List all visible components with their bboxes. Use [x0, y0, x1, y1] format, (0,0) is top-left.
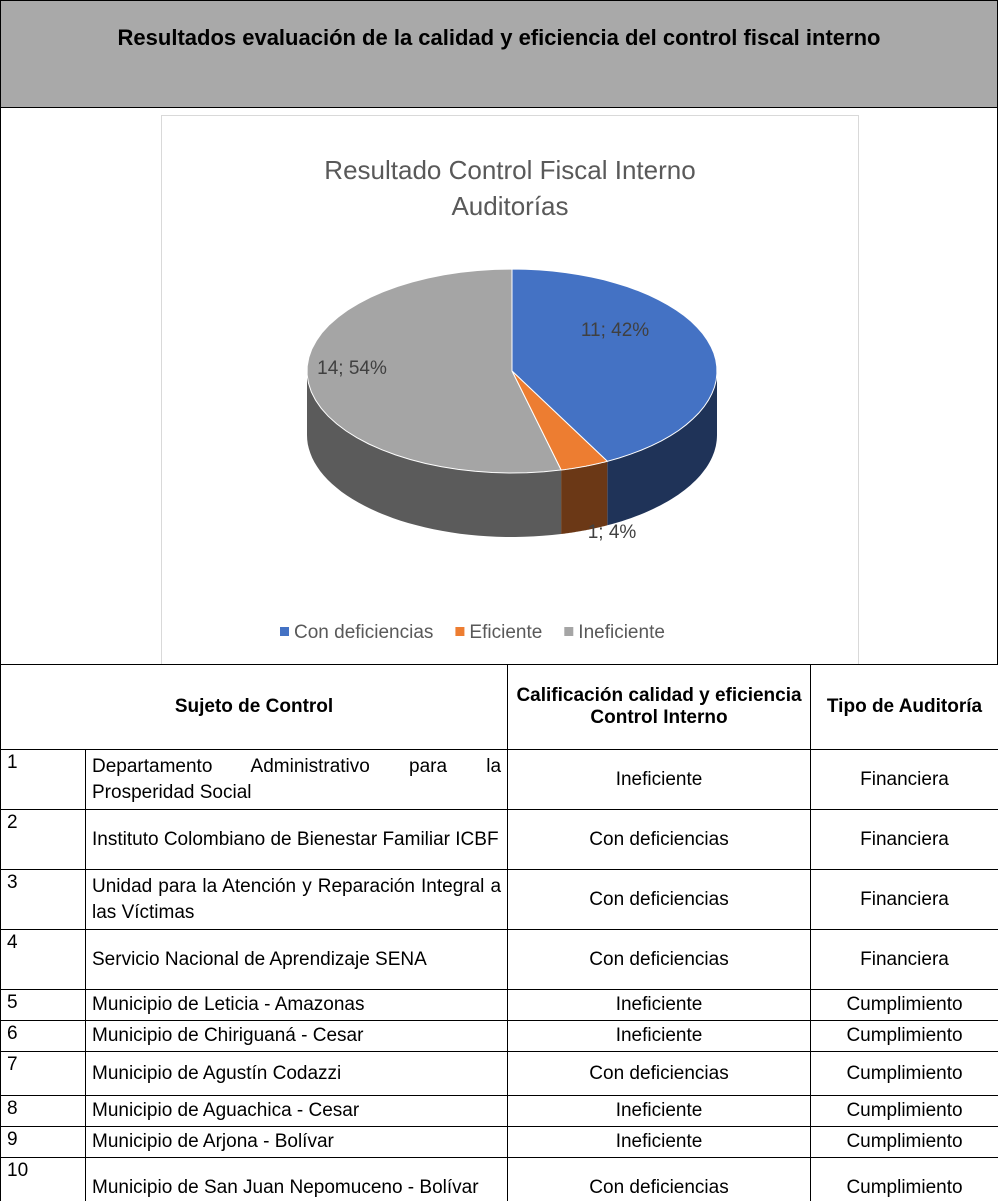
- header: Resultados evaluación de la calidad y ef…: [0, 0, 998, 108]
- chart-title: Resultado Control Fiscal Interno Auditor…: [324, 155, 696, 221]
- table-cell: Departamento Administrativo para la Pros…: [84, 749, 509, 810]
- table-cell: 2: [0, 809, 86, 870]
- pie-side: [307, 371, 562, 537]
- table-cell: Municipio de Chiriguaná - Cesar: [84, 1020, 509, 1052]
- table-cell: Municipio de Agustín Codazzi: [84, 1051, 509, 1096]
- table-cell: Ineficiente: [507, 749, 812, 810]
- table-cell: Con deficiencias: [507, 869, 812, 930]
- pie-side: [607, 371, 717, 526]
- legend-label: Eficiente: [469, 622, 542, 643]
- table-cell: Con deficiencias: [507, 929, 812, 990]
- legend-label: Con deficiencias: [294, 622, 433, 643]
- table-row: 2 Instituto Colombiano de Bienestar Famil…: [0, 809, 998, 870]
- table-cell: Cumplimiento: [810, 1126, 998, 1158]
- table-cell: 8: [0, 1095, 86, 1127]
- column-header: Calificación calidad y eficiencia Contro…: [507, 664, 812, 750]
- legend-swatch: [280, 627, 289, 636]
- data-label: 11; 42%: [581, 320, 649, 341]
- legend-swatch: [564, 627, 574, 636]
- table-cell: 7: [0, 1051, 86, 1096]
- table-cell: 4: [0, 929, 86, 990]
- table-cell: 6: [0, 1020, 86, 1052]
- table-cell: Financiera: [810, 929, 998, 990]
- chart: 11; 42% 1; 4% 14; 54% Con deficiencias Efici…: [161, 115, 859, 665]
- table-cell: Cumplimiento: [810, 1095, 998, 1127]
- table-row: 6 Municipio de Chiriguaná - Cesar Ineficie…: [0, 1020, 998, 1052]
- table-cell: Municipio de San Juan Nepomuceno - Bolív…: [84, 1157, 509, 1201]
- table-cell: Financiera: [810, 869, 998, 930]
- table-row: 5 Municipio de Leticia - Amazonas Ineficie…: [0, 989, 998, 1021]
- data-label: 1; 4%: [588, 522, 637, 543]
- table-cell: 1: [0, 749, 86, 810]
- table-row: 8 Municipio de Aguachica - Cesar Ineficien…: [0, 1095, 998, 1127]
- table-row: 7 Municipio de Agustín Codazzi Con deficie…: [0, 1051, 998, 1096]
- table-cell: Unidad para la Atención y Reparación Int…: [84, 869, 509, 930]
- table-body: 1 Departamento Administrativo para la Pro…: [0, 749, 998, 1201]
- data-label: 14; 54%: [317, 358, 387, 379]
- table-row: 10 Municipio de San Juan Nepomuceno - Bol…: [0, 1157, 998, 1201]
- pie-slice: [306, 268, 562, 474]
- table-row: 1 Departamento Administrativo para la Pro…: [0, 749, 998, 810]
- table-cell: Municipio de Leticia - Amazonas: [84, 989, 509, 1021]
- table-cell: 9: [0, 1126, 86, 1158]
- table: Sujeto de Control Calificación calidad y…: [0, 664, 998, 1201]
- table-cell: Con deficiencias: [507, 809, 812, 870]
- table-cell: Financiera: [810, 749, 998, 810]
- table-cell: Instituto Colombiano de Bienestar Famili…: [84, 809, 509, 870]
- column-header: Tipo de Auditoría: [810, 664, 998, 750]
- table-cell: Financiera: [810, 809, 998, 870]
- pie-chart: 11; 42% 1; 4% 14; 54% Con deficiencias Efici…: [280, 268, 718, 643]
- column-header: Sujeto de Control: [0, 664, 509, 750]
- table-row: 3 Unidad para la Atención y Reparación In…: [0, 869, 998, 930]
- table-cell: Ineficiente: [507, 1126, 812, 1158]
- header-title: Resultados evaluación de la calidad y ef…: [117, 25, 881, 50]
- table-cell: Con deficiencias: [507, 1051, 812, 1096]
- table-cell: Servicio Nacional de Aprendizaje SENA: [84, 929, 509, 990]
- pie-slice: [511, 370, 609, 471]
- table-cell: Ineficiente: [507, 989, 812, 1021]
- table-cell: Cumplimiento: [810, 1020, 998, 1052]
- table-cell: Municipio de Arjona - Bolívar: [84, 1126, 509, 1158]
- table-cell: Cumplimiento: [810, 1157, 998, 1201]
- table-row: 4 Servicio Nacional de Aprendizaje SENA Co…: [0, 929, 998, 990]
- table-cell: Ineficiente: [507, 1095, 812, 1127]
- table-cell: Cumplimiento: [810, 989, 998, 1021]
- table-header: Sujeto de Control Calificación calidad y…: [0, 664, 998, 750]
- table-cell: 5: [0, 989, 86, 1021]
- pie-side: [561, 461, 608, 534]
- table-cell: 3: [0, 869, 86, 930]
- pie-slice: [511, 268, 718, 462]
- legend-swatch: [455, 627, 465, 636]
- chart-row: 11; 42% 1; 4% 14; 54% Con deficiencias Efici…: [0, 107, 998, 665]
- table-cell: Con deficiencias: [507, 1157, 812, 1201]
- table-cell: 10: [0, 1157, 86, 1201]
- table-cell: Cumplimiento: [810, 1051, 998, 1096]
- table-cell: Ineficiente: [507, 1020, 812, 1052]
- table-cell: Municipio de Aguachica - Cesar: [84, 1095, 509, 1127]
- legend-label: Ineficiente: [578, 622, 665, 643]
- table-row: 9 Municipio de Arjona - Bolívar Ineficient…: [0, 1126, 998, 1158]
